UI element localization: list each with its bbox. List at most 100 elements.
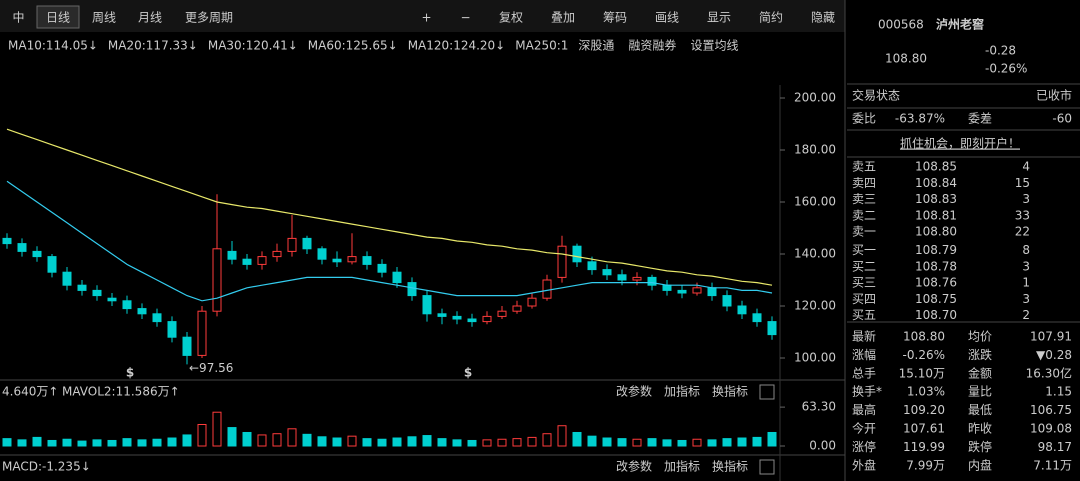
- y-tick-label: 63.30: [802, 400, 836, 414]
- y-tick-label: 120.00: [794, 299, 836, 313]
- candle-body: [167, 321, 177, 338]
- tool-button[interactable]: 画线: [655, 11, 679, 25]
- y-tick-label: 200.00: [794, 91, 836, 105]
- top-link[interactable]: 深股通: [578, 39, 614, 53]
- candle-body: [362, 256, 372, 265]
- panel-button[interactable]: 改参数: [616, 459, 652, 474]
- candle-body: [422, 295, 432, 315]
- ma-line: [6, 180, 773, 302]
- signal-mark: $: [126, 366, 134, 380]
- volume-bar: [167, 437, 177, 447]
- tool-button[interactable]: 复权: [499, 11, 523, 25]
- volume-bar: [767, 431, 777, 447]
- ma-legend: MA250:1: [515, 39, 568, 53]
- candle-body: [632, 276, 642, 281]
- volume-bar: [572, 431, 582, 447]
- stat-label: 昨收: [968, 422, 992, 436]
- y-tick-label: 140.00: [794, 247, 836, 261]
- tab[interactable]: 周线: [92, 11, 116, 25]
- close-button[interactable]: [759, 459, 775, 475]
- book-volume: 1: [1022, 276, 1030, 290]
- volume-bar: [467, 439, 477, 447]
- book-volume: 22: [1015, 225, 1030, 239]
- book-label: 买五: [852, 308, 876, 322]
- candle-body: [512, 305, 522, 312]
- stat-label: 均价: [968, 330, 992, 344]
- tab[interactable]: 日线: [46, 11, 70, 25]
- tool-button[interactable]: 简约: [759, 10, 783, 25]
- volume-bar: [62, 438, 72, 447]
- tool-button[interactable]: +: [421, 11, 431, 25]
- candle-body: [662, 284, 672, 291]
- candle-body: [92, 289, 102, 297]
- status: 已收市: [1036, 88, 1072, 103]
- volume-bar: [377, 438, 387, 447]
- book-volume: 15: [1015, 176, 1030, 190]
- candle-body: [692, 287, 702, 294]
- top-link[interactable]: 融资融券: [628, 38, 676, 53]
- volume-bar: [347, 435, 357, 447]
- book-price: 108.78: [915, 259, 957, 273]
- book-price: 108.81: [915, 208, 957, 222]
- tool-button[interactable]: 隐藏: [811, 11, 835, 25]
- candle-body: [2, 237, 12, 245]
- stat-label: 跌停: [968, 439, 992, 454]
- candle-body: [152, 313, 162, 323]
- stat-value: 109.20: [903, 403, 945, 417]
- tab[interactable]: 中: [12, 10, 24, 25]
- volume-bar: [107, 439, 117, 447]
- book-price: 108.76: [915, 276, 957, 290]
- candle-body: [257, 256, 267, 265]
- book-price: 108.85: [915, 160, 957, 174]
- candle-body: [302, 237, 312, 250]
- promo-link[interactable]: 抓住机会，即刻开户！: [900, 136, 1020, 151]
- panel-button[interactable]: 换指标: [712, 384, 748, 399]
- stat-value: 15.10万: [899, 366, 945, 380]
- book-price: 108.79: [915, 243, 957, 257]
- candle-body: [272, 250, 282, 258]
- top-link[interactable]: 设置均线: [690, 39, 738, 53]
- tool-button[interactable]: 筹码: [603, 11, 627, 25]
- tool-button[interactable]: 叠加: [551, 11, 575, 25]
- volume-bar: [647, 438, 657, 447]
- stock-code: 000568: [878, 18, 924, 32]
- volume-bar: [752, 436, 762, 447]
- tab[interactable]: 更多周期: [185, 11, 233, 25]
- book-volume: 3: [1022, 192, 1030, 206]
- volume-bar: [707, 439, 717, 447]
- book-volume: 2: [1022, 308, 1030, 322]
- volume-bar: [497, 438, 507, 447]
- panel-button[interactable]: 加指标: [664, 384, 700, 399]
- panel-button[interactable]: 换指标: [712, 459, 748, 474]
- stat-value: ▼0.28: [1036, 348, 1072, 362]
- volume-bar: [692, 438, 702, 447]
- tab[interactable]: 月线: [138, 11, 162, 25]
- book-volume: 4: [1022, 160, 1030, 174]
- tool-button[interactable]: 显示: [707, 11, 731, 25]
- panel-button[interactable]: 改参数: [616, 384, 652, 399]
- label: 委比: [852, 112, 876, 126]
- volume-bar: [452, 439, 462, 447]
- candle-body: [287, 237, 297, 252]
- candle-body: [407, 282, 417, 297]
- volume-bar: [77, 440, 87, 447]
- stat-label: 外盘: [852, 457, 876, 472]
- volume-bar: [617, 438, 627, 447]
- volume-bar: [317, 436, 327, 447]
- book-label: 卖二: [852, 208, 876, 222]
- volume-bar: [362, 438, 372, 447]
- volume-header: MAVOL2:11.586万↑: [62, 385, 180, 399]
- book-label: 买四: [852, 292, 876, 306]
- stat-label: 量比: [968, 385, 992, 399]
- close-button[interactable]: [759, 384, 775, 400]
- ma-legend: MA20:117.33↓: [108, 39, 198, 53]
- panel-button[interactable]: 加指标: [664, 459, 700, 474]
- ma-legend: MA60:125.65↓: [308, 39, 398, 53]
- volume-bar: [512, 438, 522, 447]
- book-label: 卖五: [852, 160, 876, 174]
- tool-button[interactable]: −: [460, 11, 470, 25]
- volume-bar: [122, 438, 132, 447]
